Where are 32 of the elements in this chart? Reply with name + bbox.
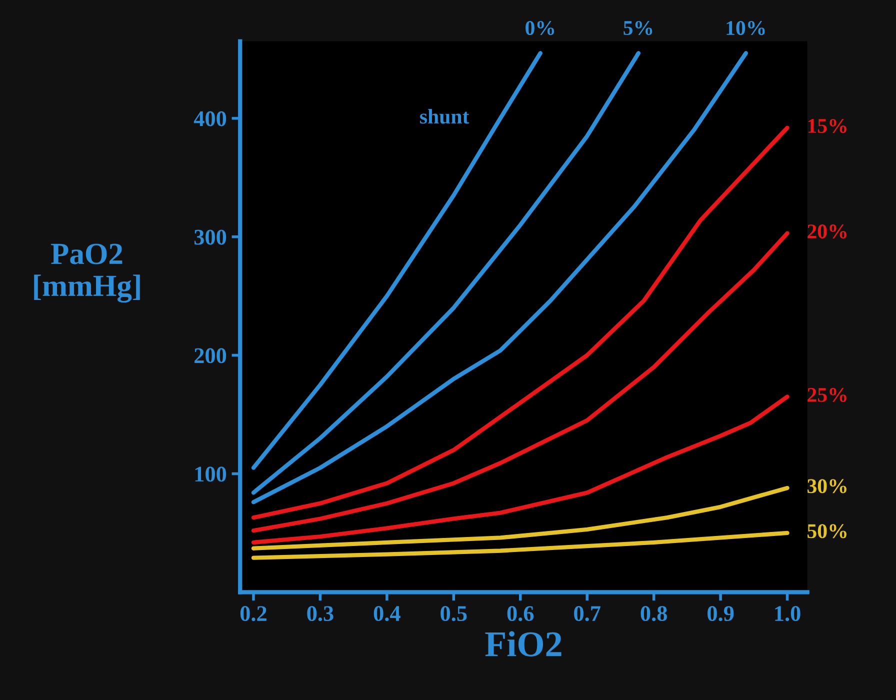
x-tick-label: 0.3 <box>307 606 334 622</box>
x-tick-label: 1.0 <box>775 606 800 622</box>
x-tick-label: 0.4 <box>374 606 400 622</box>
series-label: 10% <box>726 20 765 36</box>
annotation: shunt <box>420 108 470 124</box>
x-tick-label: 0.2 <box>240 606 266 622</box>
line-series <box>251 51 542 470</box>
line-series <box>251 486 790 550</box>
x-axis-title: FiO2 <box>485 631 562 657</box>
x-tick-label: 0.8 <box>640 606 667 622</box>
y-tick-label: 400 <box>194 111 226 126</box>
series-label: 20% <box>808 224 846 239</box>
series-label: 30% <box>808 479 846 494</box>
series-label: 0% <box>526 20 554 36</box>
line-series <box>251 530 790 560</box>
series-label: 15% <box>808 118 846 134</box>
x-tick-label: 0.9 <box>708 606 734 622</box>
y-tick-label: 300 <box>194 230 226 245</box>
y-axis-title: PaO2 [mmHg] <box>34 244 140 303</box>
line-series <box>251 51 641 495</box>
line-series <box>251 126 790 520</box>
series-label: 5% <box>624 20 652 36</box>
x-tick-label: 0.7 <box>574 606 600 622</box>
y-tick-label: 100 <box>195 466 226 482</box>
x-tick-label: 0.6 <box>507 606 534 622</box>
series-label: 25% <box>808 388 846 402</box>
line-series <box>251 231 790 533</box>
line-series <box>251 394 790 545</box>
series-label: 50% <box>808 524 846 538</box>
x-tick-label: 0.5 <box>440 606 467 622</box>
line-series <box>251 51 748 504</box>
y-tick-label: 200 <box>194 348 226 364</box>
